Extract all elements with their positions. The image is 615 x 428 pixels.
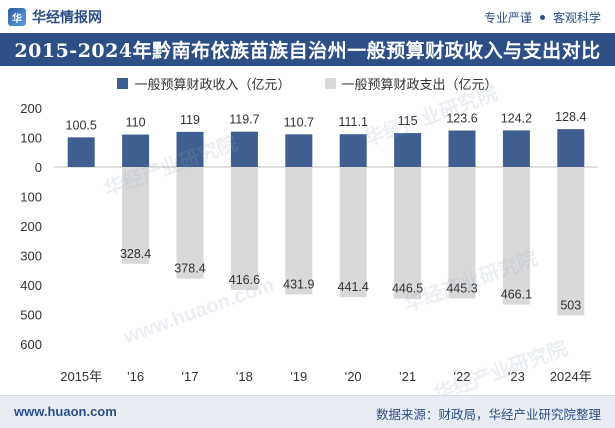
tag-objective: 客观科学 [552, 11, 601, 25]
footer-website-link[interactable]: www.huaon.com [14, 404, 117, 419]
expense-value-label: 503 [560, 298, 581, 312]
x-tick-label: '17 [182, 369, 199, 384]
x-tick-label: '19 [290, 369, 307, 384]
expense-bar [557, 167, 585, 316]
income-value-label: 100.5 [66, 118, 97, 132]
y-tick-label: 400 [20, 278, 42, 293]
expense-value-label: 441.4 [338, 280, 369, 294]
top-bar: 华 华经情报网 专业严谨 客观科学 [0, 0, 615, 33]
income-value-label: 110 [126, 116, 146, 130]
legend-item-income: 一般预算财政收入（亿元） [117, 74, 291, 93]
y-tick-label: 100 [20, 190, 42, 205]
legend-swatch-expense [324, 77, 336, 89]
income-bar [394, 133, 422, 167]
footer-source: 数据来源：财政局，华经产业研究院整理 [375, 408, 601, 422]
bullet-dot-icon [539, 15, 545, 20]
legend-label-expense: 一般预算财政支出（亿元） [341, 76, 498, 92]
income-value-label: 124.2 [501, 111, 532, 125]
income-bar [557, 129, 585, 167]
expense-bar [448, 167, 476, 299]
legend-item-expense: 一般预算财政支出（亿元） [324, 74, 498, 93]
income-bar [176, 131, 204, 167]
expense-value-label: 416.6 [229, 273, 260, 287]
income-bar [285, 134, 313, 167]
header-tags: 专业严谨 客观科学 [484, 9, 601, 26]
expense-bar [394, 167, 422, 299]
y-tick-label: 0 [35, 160, 42, 175]
income-value-label: 128.4 [555, 110, 586, 124]
income-value-label: 111.1 [338, 115, 367, 129]
income-value-label: 115 [398, 114, 418, 128]
legend-swatch-income [117, 77, 129, 89]
income-bar [122, 134, 150, 167]
expense-value-label: 431.9 [283, 277, 314, 291]
y-tick-label: 100 [20, 131, 42, 146]
expense-bar [230, 167, 258, 290]
expense-value-label: 445.3 [446, 281, 477, 295]
income-value-label: 110.7 [284, 115, 314, 129]
y-tick-label: 200 [20, 101, 42, 116]
income-bar [339, 134, 367, 167]
chart-legend: 一般预算财政收入（亿元） 一般预算财政支出（亿元） [0, 70, 615, 96]
x-tick-label: '20 [345, 369, 362, 384]
x-tick-label: '23 [508, 369, 525, 384]
x-tick-label: '18 [236, 369, 253, 384]
chart-title: 2015-2024年黔南布依族苗族自治州一般预算财政收入与支出对比 [0, 33, 615, 66]
income-value-label: 123.6 [446, 112, 477, 126]
y-tick-label: 200 [20, 219, 42, 234]
expense-bar [122, 167, 150, 264]
income-bar [230, 131, 258, 167]
legend-label-income: 一般预算财政收入（亿元） [134, 76, 291, 92]
expense-bar [502, 167, 530, 305]
income-bar [67, 137, 95, 167]
expense-value-label: 378.4 [174, 262, 205, 276]
brand-logo-icon: 华 [8, 8, 26, 26]
footer-bar: www.huaon.com 数据来源：财政局，华经产业研究院整理 [0, 395, 615, 428]
expense-value-label: 466.1 [501, 287, 532, 301]
x-tick-label: 2015年 [60, 369, 102, 384]
x-tick-label: 2024年 [550, 369, 592, 384]
y-tick-label: 300 [20, 249, 42, 264]
y-tick-label: 500 [20, 308, 42, 323]
expense-value-label: 328.4 [120, 247, 151, 261]
chart-plot: 200 100 0 100 200 300 400 500 600 100.5 2015年 110 3… [20, 101, 598, 384]
brand[interactable]: 华 华经情报网 [8, 7, 102, 27]
income-value-label: 119 [180, 113, 200, 127]
y-tick-label: 600 [20, 337, 42, 352]
tag-professional: 专业严谨 [483, 11, 532, 25]
brand-name: 华经情报网 [32, 9, 102, 25]
expense-bar [285, 167, 313, 295]
expense-value-label: 446.5 [392, 282, 423, 296]
income-bar [502, 130, 530, 167]
expense-bar [176, 167, 204, 279]
x-tick-label: '21 [399, 369, 416, 384]
income-bar [448, 130, 476, 167]
x-tick-label: '22 [454, 369, 471, 384]
income-value-label: 119.7 [229, 113, 259, 127]
x-tick-label: '16 [127, 369, 144, 384]
expense-bar [339, 167, 367, 298]
